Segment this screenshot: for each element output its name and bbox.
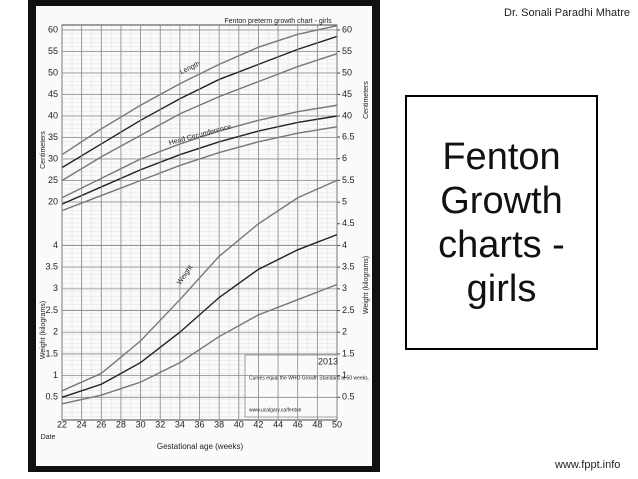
x-tick-label: 26 (96, 419, 106, 429)
curve (61, 233, 338, 398)
x-tick-label: 28 (116, 419, 126, 429)
y2-tick-label: 4.5 (342, 218, 355, 228)
y-tick-label: 1.5 (45, 348, 58, 358)
y2-tick-label: 50 (342, 67, 352, 77)
y2-tick-label: 5 (342, 196, 347, 206)
chart-title: Fenton preterm growth chart - girls (224, 18, 332, 25)
x-tick-label: 32 (155, 419, 165, 429)
y-axis-label: Weight (kilograms) (40, 301, 47, 359)
y-tick-label: 35 (48, 132, 58, 142)
x-tick-label: 36 (194, 419, 204, 429)
x-tick-label: 34 (175, 419, 185, 429)
y-tick-label: 40 (48, 110, 58, 120)
y2-tick-label: 1.5 (342, 348, 355, 358)
info-note: www.ucalgary.ca/fenton (249, 407, 302, 413)
x-tick-label: 50 (332, 419, 342, 429)
curve (61, 179, 338, 392)
row-label: Date (41, 434, 56, 441)
y2-tick-label: 6 (342, 153, 347, 163)
x-axis-label: Gestational age (weeks) (157, 442, 244, 451)
y2-tick-label: 0.5 (342, 392, 355, 402)
site: www.fppt.info (555, 459, 621, 471)
y2-tick-label: 3.5 (342, 262, 355, 272)
x-tick-label: 44 (273, 419, 283, 429)
x-tick-label: 22 (57, 419, 67, 429)
y2-axis-label: Weight (kilograms) (363, 256, 370, 314)
y-tick-label: 30 (48, 153, 58, 163)
y-tick-label: 45 (48, 89, 58, 99)
y2-tick-label: 60 (342, 24, 352, 34)
y-axis-label: Centimeters (40, 131, 47, 169)
y2-tick-label: 1 (342, 370, 347, 380)
x-tick-label: 38 (214, 419, 224, 429)
y-tick-label: 3.5 (45, 262, 58, 272)
x-tick-label: 48 (312, 419, 322, 429)
y2-tick-label: 3 (342, 283, 347, 293)
info-note: 2013 (318, 356, 338, 366)
y2-axis-label: Centimeters (363, 81, 370, 119)
slide-title: Fenton Growth charts -girls (438, 135, 565, 310)
y2-tick-label: 40 (342, 110, 352, 120)
x-tick-label: 42 (253, 419, 263, 429)
author: Dr. Sonali Paradhi Mhatre (504, 7, 630, 19)
y-tick-label: 0.5 (45, 392, 58, 402)
x-tick-label: 30 (136, 419, 146, 429)
title-box: Fenton Growth charts -girls (405, 95, 598, 350)
y-tick-label: 2 (53, 327, 58, 337)
x-tick-label: 24 (77, 419, 87, 429)
y-tick-label: 55 (48, 46, 58, 56)
y2-tick-label: 6.5 (342, 131, 355, 141)
y2-tick-label: 4 (342, 240, 347, 250)
y-tick-label: 3 (53, 283, 58, 293)
x-tick-label: 40 (234, 419, 244, 429)
y-tick-label: 2.5 (45, 305, 58, 315)
x-tick-label: 46 (293, 419, 303, 429)
y2-tick-label: 2 (342, 327, 347, 337)
y-tick-label: 60 (48, 24, 58, 34)
info-note: Curves equal the WHO Growth Standard at … (249, 375, 369, 381)
y-tick-label: 25 (48, 175, 58, 185)
y-tick-label: 20 (48, 196, 58, 206)
y2-tick-label: 2.5 (342, 305, 355, 315)
y-tick-label: 1 (53, 370, 58, 380)
curve (61, 283, 338, 405)
y2-tick-label: 55 (342, 46, 352, 56)
y-tick-label: 4 (53, 240, 58, 250)
y2-tick-label: 5.5 (342, 175, 355, 185)
y2-tick-label: 45 (342, 89, 352, 99)
y-tick-label: 50 (48, 67, 58, 77)
